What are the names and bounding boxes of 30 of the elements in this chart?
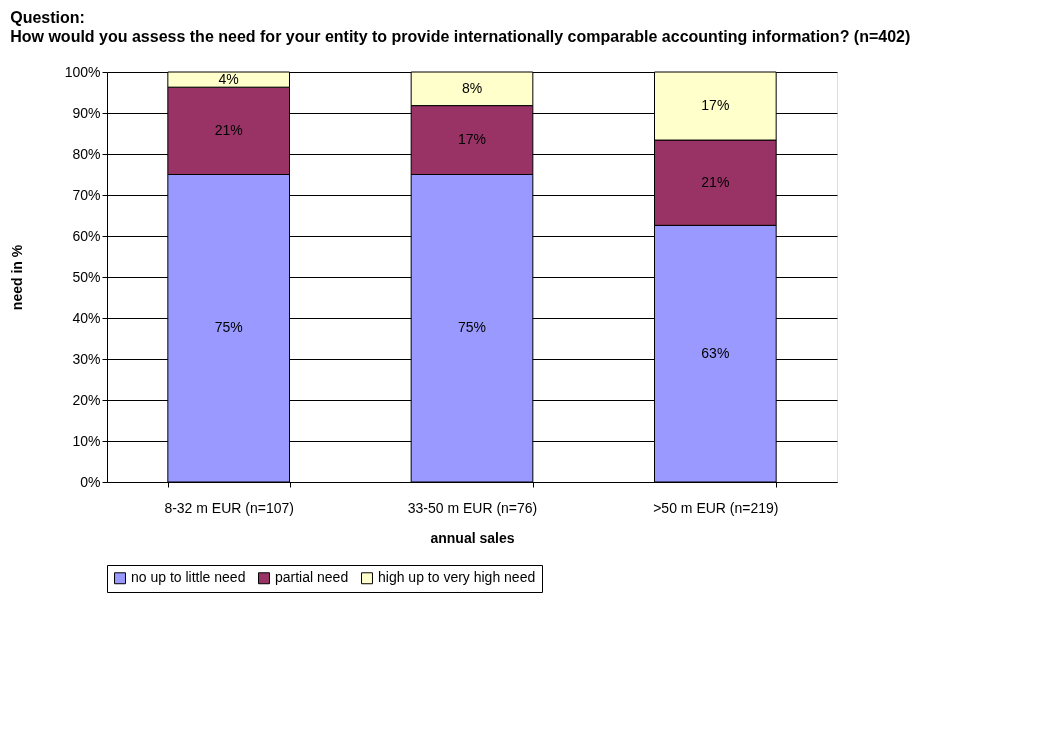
chart-title: Question: — [10, 9, 85, 26]
y-axis-title: need in % — [8, 244, 25, 311]
data-label: 17% — [457, 131, 487, 148]
y-tick-label: 10% — [72, 432, 101, 449]
y-tick-label: 80% — [72, 145, 101, 162]
data-label: 8% — [461, 79, 483, 96]
x-tick-label: 33-50 m EUR (n=76) — [407, 499, 538, 516]
x-tick-label: 8-32 m EUR (n=107) — [164, 499, 294, 516]
chart-subtitle: How would you assess the need for your entity to provide internationally comparable accounting information? (n=402) — [10, 28, 911, 45]
y-tick-label: 20% — [72, 391, 101, 408]
data-label: 4% — [218, 70, 239, 87]
y-tick-label: 90% — [72, 104, 101, 121]
x-axis-title: annual sales — [430, 529, 515, 546]
y-tick-label: 40% — [72, 309, 101, 326]
data-label: 75% — [214, 319, 243, 336]
y-tick-label: 100% — [64, 63, 101, 80]
data-label: 21% — [214, 121, 243, 138]
y-tick-label: 70% — [72, 186, 101, 203]
data-label: 21% — [701, 173, 730, 190]
data-label: 75% — [457, 319, 487, 336]
y-tick-label: 0% — [80, 473, 101, 490]
x-tick-label: >50 m EUR (n=219) — [653, 499, 779, 516]
data-label: 17% — [701, 97, 730, 114]
y-tick-label: 50% — [72, 268, 101, 285]
legend-label: high up to very high need — [378, 569, 536, 586]
legend-label: no up to little need — [131, 569, 246, 586]
y-tick-label: 30% — [72, 350, 101, 367]
legend-label: partial need — [275, 569, 349, 586]
y-tick-label: 60% — [72, 227, 101, 244]
data-label: 63% — [701, 344, 730, 361]
